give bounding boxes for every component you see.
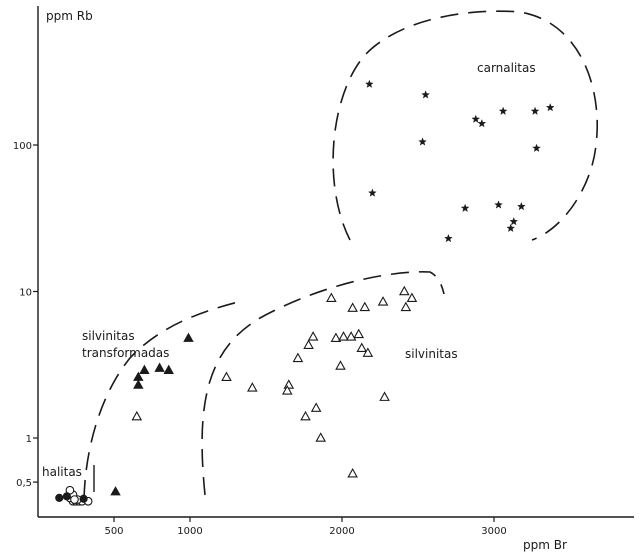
y-ticks: 0,5 1 10 100 [13, 141, 38, 489]
silvinitas-point [399, 285, 410, 296]
carnalitas-point [532, 143, 541, 152]
carnalitas-boundary [332, 10, 598, 241]
silvinitas-point [330, 332, 342, 342]
silvinitas-transformadas-boundary [83, 301, 239, 499]
y-tick-label: 1 [26, 434, 32, 445]
field-label-silvinitas-transformadas-2: transformadas [82, 346, 169, 360]
y-tick-label: 10 [19, 288, 32, 299]
x-tick-label: 1000 [177, 526, 202, 537]
silvinitas-point [379, 391, 390, 401]
silvinitas-point [356, 342, 368, 352]
field-label-silvinitas-transformadas-1: silvinitas [82, 329, 135, 343]
silvinitas-point [326, 292, 337, 302]
x-tick-label: 2000 [329, 526, 354, 537]
silvinitas-transformadas-point [139, 364, 150, 374]
silvinitas-point [338, 331, 349, 341]
silvinitas-transformadas-point [110, 486, 121, 496]
silvinitas-point [335, 360, 346, 370]
silvinitas-point [283, 379, 295, 389]
carnalitas-point [494, 200, 503, 209]
field-label-silvinitas: silvinitas [405, 347, 458, 361]
silvinitas-point [307, 331, 319, 341]
silvinitas-point [247, 382, 258, 392]
silvinitas-point [359, 301, 371, 312]
halitas-filled-point [55, 493, 64, 503]
data-points [55, 79, 555, 506]
carnalitas-point [471, 114, 481, 123]
silvinitas-transformadas-point [163, 364, 174, 374]
silvinitas-point [303, 339, 314, 349]
silvinitas-point [347, 302, 358, 312]
silvinitas-transformadas-point [133, 379, 144, 389]
silvinitas-point [400, 301, 412, 312]
halitas-filled-point [62, 492, 71, 501]
y-tick-label: 100 [13, 141, 32, 152]
halitas-point [70, 495, 79, 504]
carnalitas-point [418, 137, 427, 146]
silvinitas-point [310, 402, 322, 412]
carnalitas-point [545, 103, 555, 112]
carnalitas-point [506, 223, 516, 233]
silvinitas-point [292, 352, 304, 363]
silvinitas-transformadas-point [154, 362, 165, 372]
silvinitas-point [281, 385, 293, 395]
carnalitas-point [477, 119, 487, 128]
carnalitas-point [530, 106, 540, 115]
silvinitas-point [347, 468, 358, 478]
carnalitas-point [368, 188, 377, 197]
carnalitas-point [498, 106, 508, 115]
silvinitas-point [345, 331, 357, 341]
silvinitas-point [131, 410, 143, 421]
silvinitas-transformadas-point [183, 332, 194, 342]
silvinitas-point [353, 328, 365, 339]
axes [37, 6, 634, 518]
silvinitas-point [221, 371, 232, 381]
y-axis-title: ppm Rb [46, 9, 93, 23]
carnalitas-point [444, 233, 453, 243]
silvinitas-point [377, 296, 389, 306]
carnalitas-point [517, 201, 526, 211]
field-label-carnalitas: carnalitas [477, 61, 536, 75]
silvinitas-point [362, 347, 374, 357]
silvinitas-point [315, 432, 327, 442]
carnalitas-point [365, 79, 374, 88]
field-label-halitas: halitas [42, 465, 82, 479]
field-boundaries [83, 10, 598, 499]
silvinitas-boundary [201, 271, 445, 496]
carnalitas-point [460, 203, 470, 212]
x-axis-title: ppm Br [523, 538, 567, 552]
halitas-filled-point [79, 494, 88, 503]
silvinitas-point [406, 292, 418, 302]
x-ticks: 500 1000 2000 3000 [104, 517, 507, 537]
silvinitas-point [300, 410, 311, 421]
x-tick-label: 3000 [481, 526, 506, 537]
carnalitas-point [421, 90, 430, 99]
x-tick-label: 500 [104, 526, 123, 537]
carnalitas-point [509, 217, 519, 226]
y-tick-label: 0,5 [16, 478, 32, 489]
